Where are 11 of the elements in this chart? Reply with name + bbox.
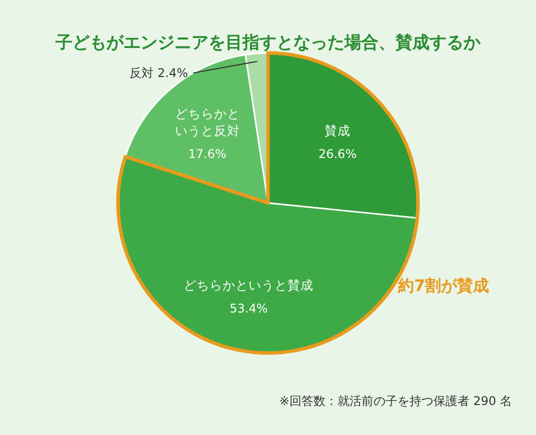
chart-title: 子どもがエンジニアを目指すとなった場合、賛成するか	[54, 33, 482, 53]
slice-label: どちらかというと賛成	[184, 278, 314, 293]
data-label: 2.4%	[158, 66, 188, 80]
slice-label: 反対	[130, 66, 154, 80]
data-label: 26.6%	[318, 147, 357, 162]
data-label: 17.6%	[188, 147, 226, 162]
slice-label: 賛成	[324, 123, 351, 138]
text: ※回答数：就活前の子を持つ保護者 290 名	[279, 394, 512, 408]
data-label: 53.4%	[230, 302, 268, 316]
text: 約7割が賛成	[397, 276, 490, 295]
slice-label: どちらかというと反対	[174, 106, 240, 138]
